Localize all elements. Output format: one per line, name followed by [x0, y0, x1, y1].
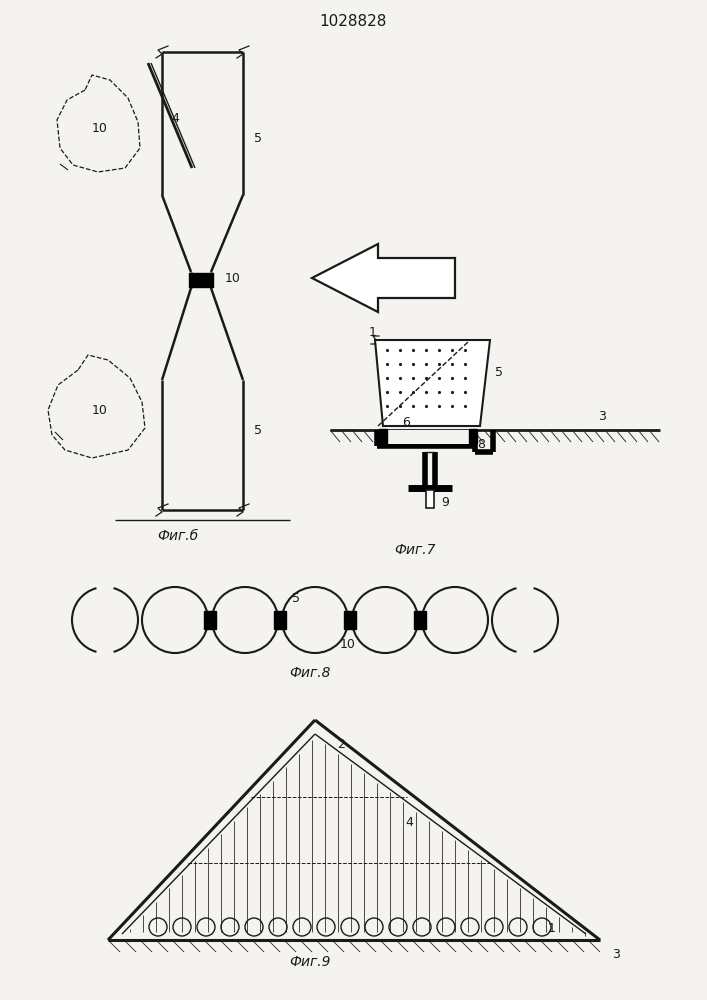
Text: 1: 1	[548, 922, 556, 934]
Text: 9: 9	[441, 495, 449, 508]
Bar	[274, 611, 286, 629]
Polygon shape	[375, 340, 490, 426]
Polygon shape	[312, 244, 455, 312]
Text: 1: 1	[369, 326, 377, 338]
Bar	[381, 430, 471, 444]
Text: 10: 10	[92, 121, 108, 134]
Text: 10: 10	[92, 403, 108, 416]
Text: 3: 3	[598, 410, 606, 422]
Bar	[189, 273, 213, 287]
Bar	[426, 490, 434, 508]
Text: 10: 10	[340, 638, 356, 650]
Text: Фиг.8: Фиг.8	[289, 666, 331, 680]
Text: 5: 5	[495, 365, 503, 378]
Text: 10: 10	[225, 271, 241, 284]
Text: Фиг.б: Фиг.б	[158, 529, 199, 543]
Text: 4: 4	[171, 111, 179, 124]
Text: 8: 8	[477, 438, 485, 450]
Bar	[414, 611, 426, 629]
Text: 5: 5	[254, 424, 262, 436]
Text: 1028828: 1028828	[320, 14, 387, 29]
Text: 6: 6	[402, 416, 410, 428]
Text: 2: 2	[337, 738, 345, 750]
Text: 5: 5	[292, 591, 300, 604]
Bar	[344, 611, 356, 629]
Text: 5: 5	[254, 131, 262, 144]
Text: 4: 4	[405, 816, 413, 828]
Bar	[469, 429, 477, 443]
Text: Фиг.9: Фиг.9	[289, 955, 331, 969]
Bar	[379, 429, 387, 443]
Text: 3: 3	[612, 948, 620, 962]
Bar	[204, 611, 216, 629]
Text: Фиг.7: Фиг.7	[395, 543, 436, 557]
